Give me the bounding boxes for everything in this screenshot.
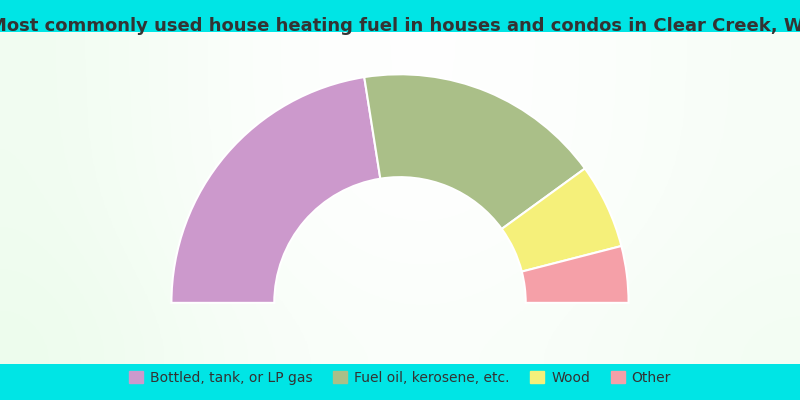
Wedge shape (171, 77, 380, 303)
Wedge shape (364, 74, 585, 229)
Wedge shape (522, 246, 629, 303)
Wedge shape (502, 168, 622, 272)
Text: Most commonly used house heating fuel in houses and condos in Clear Creek, WI: Most commonly used house heating fuel in… (0, 17, 800, 35)
Legend: Bottled, tank, or LP gas, Fuel oil, kerosene, etc., Wood, Other: Bottled, tank, or LP gas, Fuel oil, kero… (122, 364, 678, 392)
